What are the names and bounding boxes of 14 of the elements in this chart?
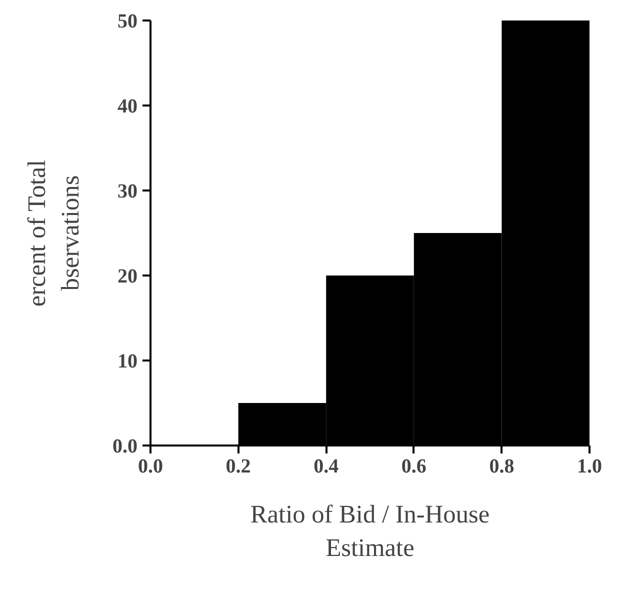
x-tick-label: 0.8 [489,456,514,478]
x-axis-title: Ratio of Bid / In-House Estimate [250,500,490,562]
y-tick-label: 20 [118,266,138,288]
x-tick-label: 1.0 [577,456,602,478]
y-tick-label: 30 [118,180,138,202]
y-tick-label: 50 [118,10,138,32]
x-tick-label: 0.0 [138,456,163,478]
x-tick-label: 0.2 [226,456,251,478]
x-tick-label: 0.4 [314,456,339,478]
x-tick-label: 0.6 [401,456,426,478]
y-tick-label: 10 [118,350,138,372]
y-axis-title: ercent of Total bservations [22,160,84,307]
y-tick-label: 0.0 [112,436,138,458]
y-tick-label: 40 [118,96,138,118]
